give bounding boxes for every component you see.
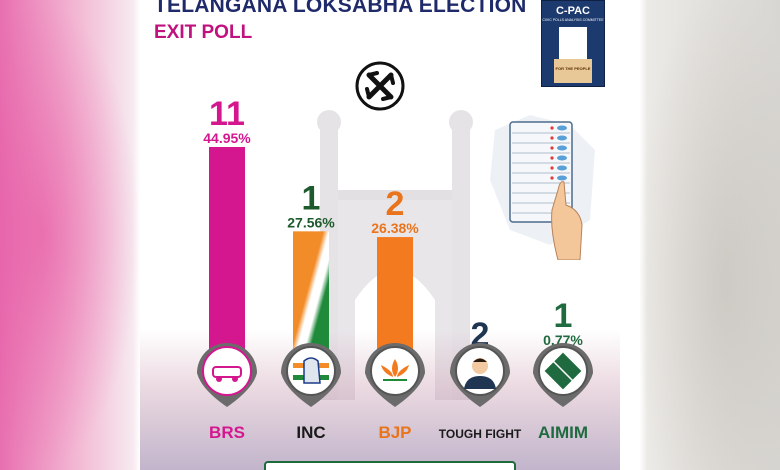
seat-count-label: 11	[209, 95, 245, 133]
cpac-logo-tagline: CIVIC POLLS ANALYSIS COMMITTEE	[542, 18, 604, 22]
right-background-blur	[640, 0, 780, 470]
bottom-banner	[264, 461, 516, 470]
bar-inc	[293, 231, 329, 365]
cpac-logo-slogan: FOR THE PEOPLE	[555, 66, 591, 71]
vote-share-label: 44.95%	[203, 130, 251, 146]
ballot-paper-icon	[559, 27, 587, 59]
category-label: AIMIM	[538, 423, 588, 442]
page-subtitle: EXIT POLL	[154, 22, 253, 43]
cpac-logo-name: C-PAC	[555, 5, 590, 17]
bjp-lotus-petal	[381, 365, 393, 377]
vote-share-label: 26.38%	[371, 220, 419, 236]
bjp-lotus-petal	[397, 365, 409, 377]
vote-share-label: 0.77%	[543, 332, 583, 348]
aimim-kite-line	[550, 358, 576, 384]
person-suit	[464, 376, 496, 389]
seat-count-label: 1	[554, 297, 573, 335]
brs-car-wheel	[216, 376, 222, 382]
brs-car-icon	[202, 346, 252, 396]
brs-car-wheel	[232, 376, 238, 382]
page-title: TELANGANA LOKSABHA ELECTION	[154, 0, 527, 17]
vote-cross-symbol-icon	[355, 61, 405, 111]
bar-brs	[209, 146, 245, 365]
vote-share-label: 27.56%	[287, 214, 335, 230]
exit-poll-poster: TELANGANA LOKSABHA ELECTION EXIT POLL C-…	[140, 0, 620, 470]
category-label: BJP	[378, 423, 411, 442]
left-background-blur	[0, 0, 140, 470]
ballot-box-icon	[554, 59, 592, 83]
seat-count-label: 1	[302, 179, 321, 217]
bjp-lotus-base	[383, 379, 407, 381]
brs-car-body	[212, 366, 242, 378]
category-label: INC	[296, 423, 325, 442]
category-label: TOUGH FIGHT	[439, 427, 522, 441]
evm-voting-machine-icon	[490, 115, 595, 260]
category-label: BRS	[209, 423, 245, 442]
seat-count-label: 2	[386, 185, 405, 223]
inc-hand-shape	[303, 357, 321, 384]
cpac-logo: C-PAC CIVIC POLLS ANALYSIS COMMITTEE FOR…	[541, 0, 605, 87]
bjp-lotus-petal	[392, 359, 398, 377]
person-hair	[473, 358, 487, 362]
